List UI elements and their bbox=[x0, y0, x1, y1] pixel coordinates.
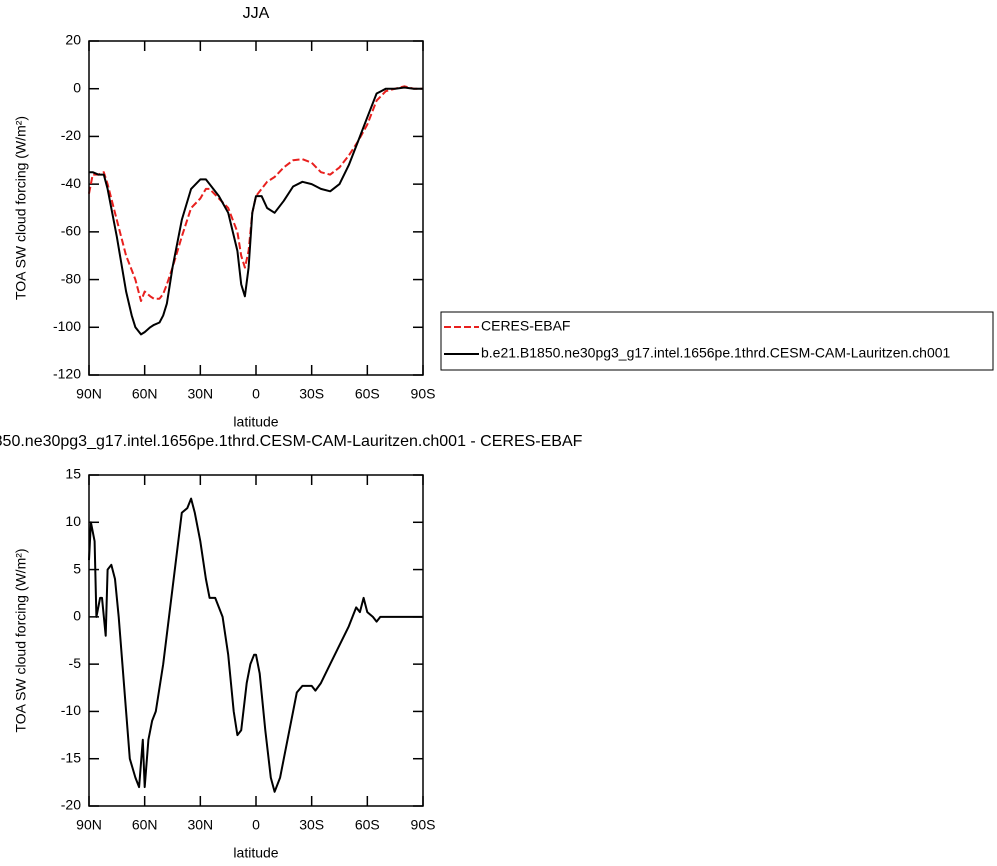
legend-label: b.e21.B1850.ne30pg3_g17.intel.1656pe.1th… bbox=[481, 345, 951, 361]
x-tick-label: 90S bbox=[411, 817, 436, 833]
y-axis-label: TOA SW cloud forcing (W/m²) bbox=[13, 548, 29, 732]
x-tick-label: 90S bbox=[411, 386, 436, 402]
x-tick-label: 60N bbox=[132, 386, 158, 402]
y-tick-label: -10 bbox=[61, 702, 81, 718]
x-tick-label: 0 bbox=[252, 386, 260, 402]
y-tick-label: -15 bbox=[61, 749, 81, 765]
x-tick-label: 60S bbox=[355, 386, 380, 402]
y-tick-label: 0 bbox=[73, 608, 81, 624]
x-tick-label: 60S bbox=[355, 817, 380, 833]
data-line bbox=[88, 497, 423, 793]
chart-title: b.e21.B1850.ne30pg3_g17.intel.1656pe.1th… bbox=[0, 433, 583, 450]
y-tick-label: 20 bbox=[65, 32, 81, 48]
y-tick-label: -5 bbox=[69, 655, 82, 671]
y-axis-label: TOA SW cloud forcing (W/m²) bbox=[13, 116, 29, 300]
legend-box bbox=[440, 311, 994, 371]
data-line bbox=[89, 86, 423, 336]
chart-title: JJA bbox=[243, 5, 270, 22]
y-tick-label: -40 bbox=[61, 175, 81, 191]
x-tick-label: 30N bbox=[187, 817, 213, 833]
y-tick-label: -20 bbox=[61, 127, 81, 143]
y-tick-label: 0 bbox=[73, 79, 81, 95]
x-tick-label: 90N bbox=[76, 817, 102, 833]
y-tick-label: 5 bbox=[73, 560, 81, 576]
y-tick-label: -60 bbox=[61, 223, 81, 239]
x-tick-label: 30S bbox=[299, 386, 324, 402]
x-axis-label: latitude bbox=[233, 414, 278, 430]
x-tick-label: 30N bbox=[187, 386, 213, 402]
y-tick-label: 15 bbox=[65, 466, 81, 482]
legend-label: CERES-EBAF bbox=[481, 318, 570, 334]
y-tick-label: -100 bbox=[53, 318, 81, 334]
y-tick-label: -20 bbox=[61, 797, 81, 813]
y-tick-label: -120 bbox=[53, 366, 81, 382]
plot-frame bbox=[88, 474, 424, 807]
data-line bbox=[88, 85, 423, 302]
x-tick-label: 60N bbox=[132, 817, 158, 833]
y-tick-label: 10 bbox=[65, 513, 81, 529]
y-tick-label: -80 bbox=[61, 270, 81, 286]
x-tick-label: 0 bbox=[252, 817, 260, 833]
plot-frame bbox=[88, 40, 424, 376]
x-tick-label: 30S bbox=[299, 817, 324, 833]
x-tick-label: 90N bbox=[76, 386, 102, 402]
x-axis-label: latitude bbox=[233, 845, 278, 861]
